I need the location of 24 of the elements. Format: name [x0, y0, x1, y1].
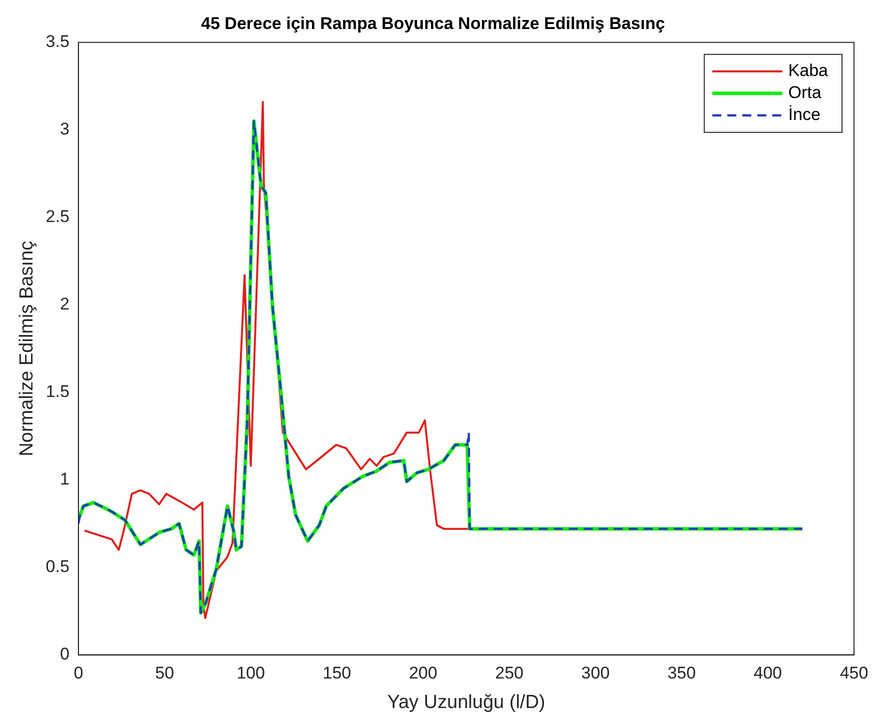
- x-tick-label: 300: [581, 664, 610, 683]
- x-tick-label: 50: [155, 664, 174, 683]
- y-tick-label: 2: [60, 294, 70, 314]
- y-tick-label: 0: [60, 644, 70, 664]
- y-tick-label: 2.5: [46, 207, 70, 226]
- legend-label: İnce: [788, 105, 820, 124]
- x-tick-label: 200: [408, 664, 438, 683]
- y-tick-label: 0.5: [46, 557, 70, 576]
- y-axis-title: Normalize Edilmiş Basınç: [16, 240, 38, 456]
- legend-label: Kaba: [788, 61, 829, 80]
- x-tick-label: 100: [236, 664, 265, 683]
- x-tick-label: 150: [322, 664, 352, 683]
- x-tick-label: 450: [840, 664, 868, 683]
- y-tick-label: 3: [60, 120, 70, 139]
- x-tick-label: 0: [74, 664, 84, 683]
- x-axis-title: Yay Uzunluğu (l/D): [387, 692, 546, 713]
- chart-title: 45 Derece için Rampa Boyunca Normalize Edilmiş Basınç: [201, 14, 665, 33]
- y-tick-label: 3.5: [46, 32, 70, 52]
- y-tick-label: 1.5: [46, 382, 70, 402]
- x-tick-label: 350: [667, 664, 696, 683]
- x-tick-label: 400: [754, 664, 782, 683]
- y-tick-label: 1: [60, 470, 70, 489]
- x-tick-label: 250: [495, 664, 524, 683]
- legend-label: Orta: [788, 83, 822, 102]
